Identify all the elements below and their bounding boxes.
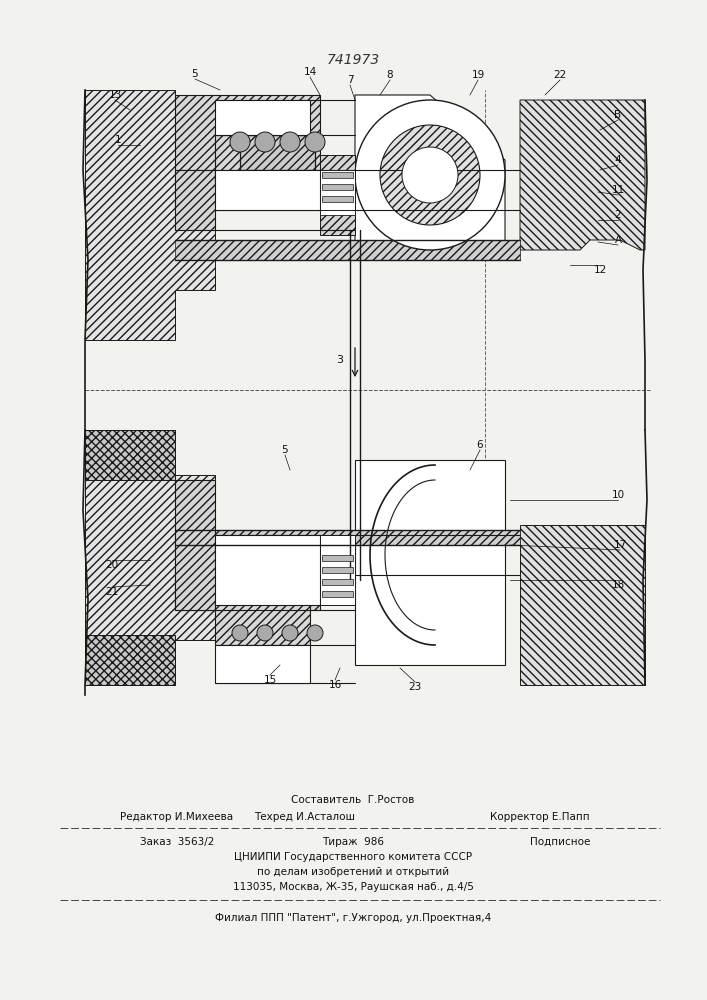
- Text: 2: 2: [614, 210, 621, 220]
- Text: 113035, Москва, Ж-35, Раушская наб., д.4/5: 113035, Москва, Ж-35, Раушская наб., д.4…: [233, 882, 474, 892]
- Text: 7: 7: [346, 75, 354, 85]
- Circle shape: [257, 625, 273, 641]
- Bar: [175, 170, 215, 230]
- Circle shape: [255, 132, 275, 152]
- Text: 10: 10: [612, 490, 624, 500]
- Polygon shape: [85, 430, 215, 685]
- Text: 12: 12: [593, 265, 607, 275]
- Polygon shape: [355, 95, 505, 250]
- Bar: [215, 170, 320, 210]
- Circle shape: [230, 132, 250, 152]
- Polygon shape: [520, 525, 645, 685]
- Text: 18: 18: [612, 580, 624, 590]
- Bar: [215, 535, 320, 605]
- Text: 21: 21: [105, 587, 119, 597]
- Polygon shape: [175, 240, 520, 260]
- Bar: [85, 77, 645, 695]
- Text: 4: 4: [614, 155, 621, 165]
- Circle shape: [232, 625, 248, 641]
- Circle shape: [402, 147, 458, 203]
- Text: 741973: 741973: [327, 53, 380, 67]
- Text: 6: 6: [477, 440, 484, 450]
- Text: 5: 5: [192, 69, 198, 79]
- Bar: [320, 535, 355, 605]
- Text: B: B: [614, 110, 621, 120]
- Text: 13: 13: [108, 90, 122, 100]
- Text: Подписное: Подписное: [530, 837, 590, 847]
- Text: 16: 16: [328, 680, 341, 690]
- Polygon shape: [520, 100, 645, 250]
- Text: 20: 20: [105, 560, 119, 570]
- Text: 11: 11: [612, 185, 624, 195]
- Text: Заказ  3563/2: Заказ 3563/2: [140, 837, 214, 847]
- Bar: [320, 155, 355, 235]
- Bar: [322, 567, 353, 573]
- Bar: [215, 100, 310, 135]
- Text: по делам изобретений и открытий: по делам изобретений и открытий: [257, 867, 449, 877]
- Bar: [320, 175, 355, 215]
- Text: 23: 23: [409, 682, 421, 692]
- Circle shape: [307, 625, 323, 641]
- Text: Филиал ППП "Патент", г.Ужгород, ул.Проектная,4: Филиал ППП "Патент", г.Ужгород, ул.Проек…: [215, 913, 491, 923]
- Bar: [85, 635, 175, 685]
- Bar: [175, 95, 320, 170]
- Bar: [322, 579, 353, 585]
- Bar: [85, 430, 175, 480]
- Text: 14: 14: [303, 67, 317, 77]
- Text: 5: 5: [281, 445, 288, 455]
- Circle shape: [280, 132, 300, 152]
- Bar: [215, 135, 310, 180]
- Bar: [322, 172, 353, 178]
- Bar: [215, 600, 310, 645]
- Text: Редактор И.Михеева: Редактор И.Михеева: [120, 812, 233, 822]
- Bar: [322, 196, 353, 202]
- Circle shape: [282, 625, 298, 641]
- Polygon shape: [355, 460, 505, 665]
- Text: 3: 3: [337, 355, 344, 365]
- Bar: [322, 591, 353, 597]
- Bar: [215, 645, 310, 683]
- Text: ЦНИИПИ Государственного комитета СССР: ЦНИИПИ Государственного комитета СССР: [234, 852, 472, 862]
- Text: Составитель  Г.Ростов: Составитель Г.Ростов: [291, 795, 415, 805]
- Text: 17: 17: [614, 540, 626, 550]
- Bar: [320, 170, 355, 210]
- Bar: [175, 535, 320, 610]
- Text: 15: 15: [264, 675, 276, 685]
- Text: 22: 22: [554, 70, 566, 80]
- Bar: [240, 135, 315, 170]
- Text: Техред И.Асталош: Техред И.Асталош: [255, 812, 356, 822]
- Bar: [322, 184, 353, 190]
- Text: 8: 8: [387, 70, 393, 80]
- Circle shape: [355, 100, 505, 250]
- Bar: [322, 555, 353, 561]
- Text: Корректор Е.Папп: Корректор Е.Папп: [491, 812, 590, 822]
- Polygon shape: [175, 530, 520, 545]
- Circle shape: [305, 132, 325, 152]
- Circle shape: [380, 125, 480, 225]
- Polygon shape: [85, 90, 215, 340]
- Bar: [175, 480, 215, 610]
- Text: 1: 1: [115, 135, 122, 145]
- Text: 19: 19: [472, 70, 484, 80]
- Text: Тираж  986: Тираж 986: [322, 837, 384, 847]
- Text: A: A: [614, 235, 621, 245]
